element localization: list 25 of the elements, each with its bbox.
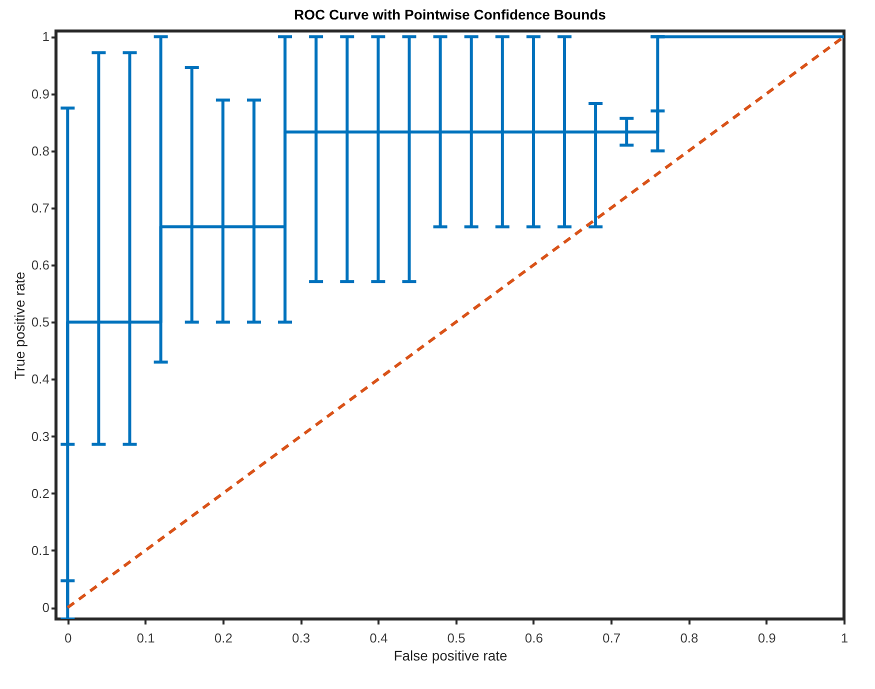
y-tick-label: 0.1 [31, 542, 50, 558]
y-tick-label: 0.8 [31, 143, 50, 158]
y-tick-label: 0.7 [31, 200, 50, 216]
y-tick-label: 0.9 [31, 86, 50, 102]
x-tick-label: 1 [840, 630, 848, 646]
y-axis-title: True positive rate [11, 271, 28, 380]
y-tick-label: 1 [42, 29, 50, 44]
x-tick-label: 0.3 [292, 630, 310, 646]
x-tick-label: 0.1 [136, 630, 155, 646]
x-tick-label: 0.5 [447, 630, 466, 646]
y-tick-label: 0.2 [31, 486, 50, 501]
x-tick-label: 0 [64, 630, 72, 646]
x-axis-title: False positive rate [394, 648, 508, 664]
y-tick-label: 0.6 [31, 258, 50, 273]
x-tick-label: 0.6 [524, 630, 543, 646]
chart-title: ROC Curve with Pointwise Confidence Bounds [294, 6, 606, 23]
x-tick-label: 0.2 [214, 630, 232, 646]
x-tick-label: 0.4 [370, 630, 388, 646]
x-tick-label: 0.8 [680, 630, 698, 646]
y-tick-label: 0.3 [31, 428, 50, 444]
y-tick-label: 0.5 [31, 314, 50, 330]
y-tick-label: 0.4 [31, 372, 50, 387]
x-tick-label: 0.9 [758, 630, 776, 646]
y-tick-label: 0 [42, 600, 50, 616]
x-tick-label: 0.7 [602, 630, 621, 646]
